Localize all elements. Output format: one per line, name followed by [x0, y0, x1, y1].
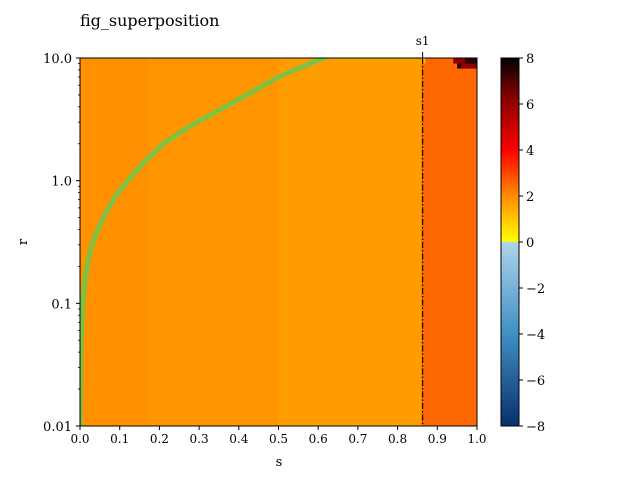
colorbar-tick-label: 0: [526, 236, 534, 251]
colorbar-tick-label: −4: [526, 328, 545, 343]
heatmap-cell-2: [453, 58, 466, 64]
heatmap-region-1: [147, 58, 280, 426]
colorbar-tick-label: 4: [526, 144, 534, 159]
x-tick-label: 0.2: [150, 432, 169, 446]
colorbar-tick-label: 8: [526, 52, 534, 67]
y-axis: 0.01 0.1 1.0 10.0: [43, 52, 80, 435]
colorbar-tick-label: −6: [526, 374, 545, 389]
y-tick-label: 0.1: [51, 297, 72, 312]
y-tick-label: 1.0: [51, 175, 72, 190]
y-tick-label: 0.01: [43, 420, 72, 435]
colorbar: 8 6 4 2 0 −2 −4 −6 −8: [500, 52, 545, 435]
y-axis-label: r: [16, 238, 31, 245]
heatmap-region-2: [278, 58, 423, 426]
colorbar-tick-label: −8: [526, 420, 545, 435]
colorbar-tick-label: −2: [526, 282, 545, 297]
x-tick-label: 0.5: [269, 432, 288, 446]
x-tick-label: 0.0: [70, 432, 89, 446]
heatmap-region-0: [80, 58, 149, 426]
heatmap-regions: [80, 58, 477, 426]
colorbar-tick-label: 2: [526, 190, 534, 205]
x-tick-label: 0.6: [309, 432, 328, 446]
curve-line: [80, 58, 327, 426]
heatmap-cell-0: [457, 58, 477, 69]
x-axis-label: s: [276, 455, 283, 470]
heatmap-cell-1: [461, 63, 477, 69]
x-tick-label: 0.8: [388, 432, 407, 446]
colorbar-tick-label: 6: [526, 98, 534, 113]
colorbar-ticks: 8 6 4 2 0 −2 −4 −6 −8: [519, 52, 545, 435]
x-tick-label: 1.0: [467, 432, 486, 446]
colorbar-gradient: [500, 57, 520, 427]
x-tick-label: 0.9: [428, 432, 447, 446]
heatmap-region-3: [421, 58, 477, 426]
y-tick-label: 10.0: [43, 52, 72, 67]
x-tick-label: 0.4: [229, 432, 248, 446]
plot-area: [80, 58, 477, 426]
x-tick-label: 0.1: [110, 432, 129, 446]
s1-label: s1: [416, 34, 430, 48]
heatmap-cell-3: [421, 58, 426, 64]
x-axis: 0.0 0.1 0.2 0.3 0.4 0.5 0.6 0.7 0.8 0.9 1.0: [70, 426, 487, 446]
x-tick-label: 0.7: [348, 432, 367, 446]
heatmap-corner-cells: [421, 58, 477, 69]
x-tick-label: 0.3: [190, 432, 209, 446]
chart-title: fig_superposition: [80, 11, 219, 30]
